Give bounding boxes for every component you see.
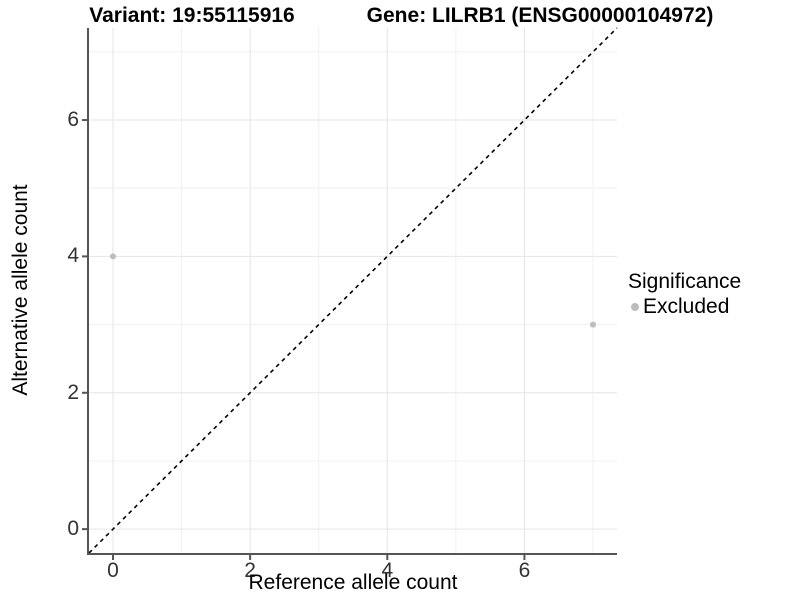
y-tick-label: 0: [67, 517, 79, 541]
y-tick-label: 4: [67, 244, 79, 268]
plot-title-gene: Gene: LILRB1 (ENSG00000104972): [366, 4, 714, 27]
x-tick-label: 6: [518, 559, 531, 582]
identity-line: [88, 27, 618, 554]
data-point: [110, 253, 116, 260]
legend-item-label: Excluded: [643, 295, 730, 318]
legend-item-excluded: Excluded: [631, 295, 741, 319]
y-tick-label: 6: [67, 108, 79, 132]
data-point: [590, 321, 596, 328]
x-tick-label: 4: [381, 559, 394, 582]
legend-key-dot-icon: [631, 303, 639, 311]
x-axis-title: Reference allele count: [248, 571, 458, 594]
plot-title-variant: Variant: 19:55115916: [89, 4, 295, 27]
legend: Significance Excluded: [628, 270, 741, 319]
legend-title: Significance: [628, 270, 742, 293]
x-tick-label: 2: [244, 559, 256, 582]
x-tick-label: 0: [107, 559, 119, 582]
y-axis-title: Alternative allele count: [9, 184, 32, 396]
y-tick-label: 2: [67, 380, 79, 404]
